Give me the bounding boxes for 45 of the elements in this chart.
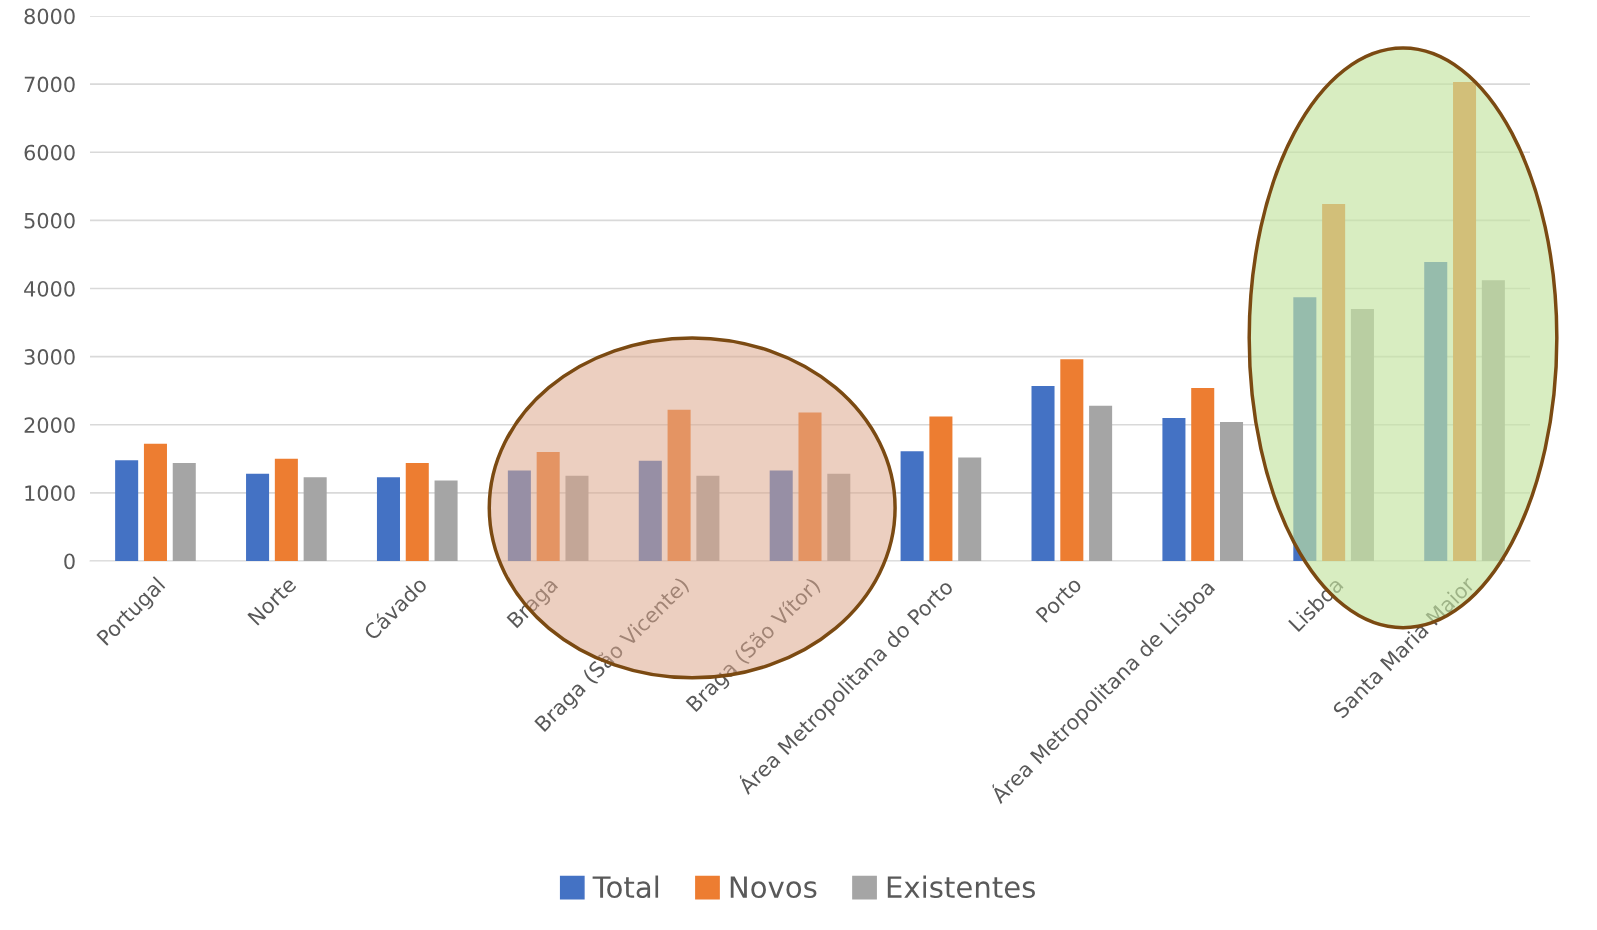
bar [958, 457, 982, 561]
bar [405, 462, 429, 561]
bar [1293, 297, 1317, 561]
bar [769, 470, 793, 561]
bar [827, 473, 851, 561]
bar [696, 475, 720, 561]
y-tick-label: 7000 [24, 76, 75, 93]
bar [1220, 422, 1244, 561]
bar [1089, 405, 1113, 561]
bar [303, 477, 327, 561]
bar [900, 451, 924, 561]
bar [638, 460, 662, 561]
y-tick-label: 0 [64, 553, 75, 570]
bar [1424, 261, 1448, 561]
bar [929, 416, 953, 561]
y-tick-label: 8000 [24, 8, 75, 25]
y-tick-label: 3000 [24, 349, 75, 365]
legend-label: Total [592, 875, 659, 899]
y-tick-label: 2000 [24, 417, 75, 433]
bar [115, 460, 139, 561]
y-tick-label: 1000 [25, 485, 75, 502]
bar [1350, 308, 1374, 561]
bar [1453, 82, 1477, 561]
bar [274, 458, 298, 561]
legend-label: Novos [730, 876, 817, 899]
bar [1481, 280, 1505, 561]
bar [798, 412, 822, 561]
bar [1162, 417, 1186, 561]
bar [434, 480, 458, 561]
bar [1031, 385, 1055, 561]
bar [246, 473, 270, 561]
bar [536, 452, 560, 561]
bar [507, 470, 531, 561]
y-tick-label: 4000 [24, 280, 75, 297]
bar [1191, 387, 1215, 561]
bar [376, 477, 400, 561]
bar [667, 409, 691, 561]
bar [1060, 359, 1084, 561]
bar [143, 443, 167, 561]
legend-label: Existentes [887, 875, 1035, 899]
bar [1322, 204, 1346, 561]
y-tick-label: 5000 [24, 212, 75, 229]
bar [172, 462, 196, 561]
y-tick-label: 6000 [24, 144, 75, 161]
bar [565, 475, 589, 561]
